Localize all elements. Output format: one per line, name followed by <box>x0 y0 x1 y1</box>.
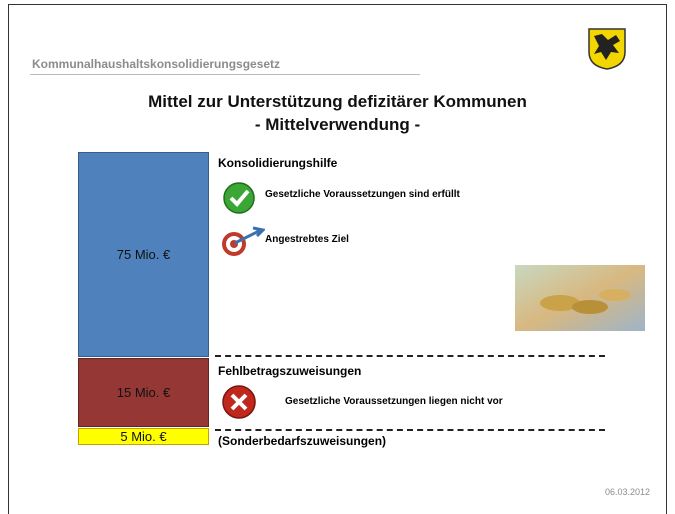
item-text: Angestrebtes Ziel <box>265 234 349 245</box>
header-rule <box>30 74 420 75</box>
block-yellow: 5 Mio. € <box>78 428 209 445</box>
section-heading: Fehlbetragszuweisungen <box>218 364 361 378</box>
block-red: 15 Mio. € <box>78 358 209 427</box>
item-text: Gesetzliche Voraussetzungen sind erfüllt <box>265 189 460 200</box>
header-title: Kommunalhaushaltskonsolidierungsgesetz <box>32 57 280 71</box>
slide: Kommunalhaushaltskonsolidierungsgesetz M… <box>0 0 675 510</box>
section-heading: Konsolidierungshilfe <box>218 156 337 170</box>
slide-title: Mittel zur Unterstützung defizitärer Kom… <box>0 92 675 112</box>
section-heading: (Sonderbedarfszuweisungen) <box>218 434 386 448</box>
money-image <box>515 265 645 331</box>
check-icon <box>222 181 258 215</box>
block-blue: 75 Mio. € <box>78 152 209 357</box>
item-text: Gesetzliche Voraussetzungen liegen nicht… <box>285 396 503 407</box>
cross-icon <box>221 384 259 420</box>
footer-date: 06.03.2012 <box>560 487 650 497</box>
slide-subtitle: - Mittelverwendung - <box>0 115 675 135</box>
divider <box>215 355 605 357</box>
logo <box>586 26 628 70</box>
target-icon <box>221 224 265 260</box>
divider <box>215 429 605 431</box>
